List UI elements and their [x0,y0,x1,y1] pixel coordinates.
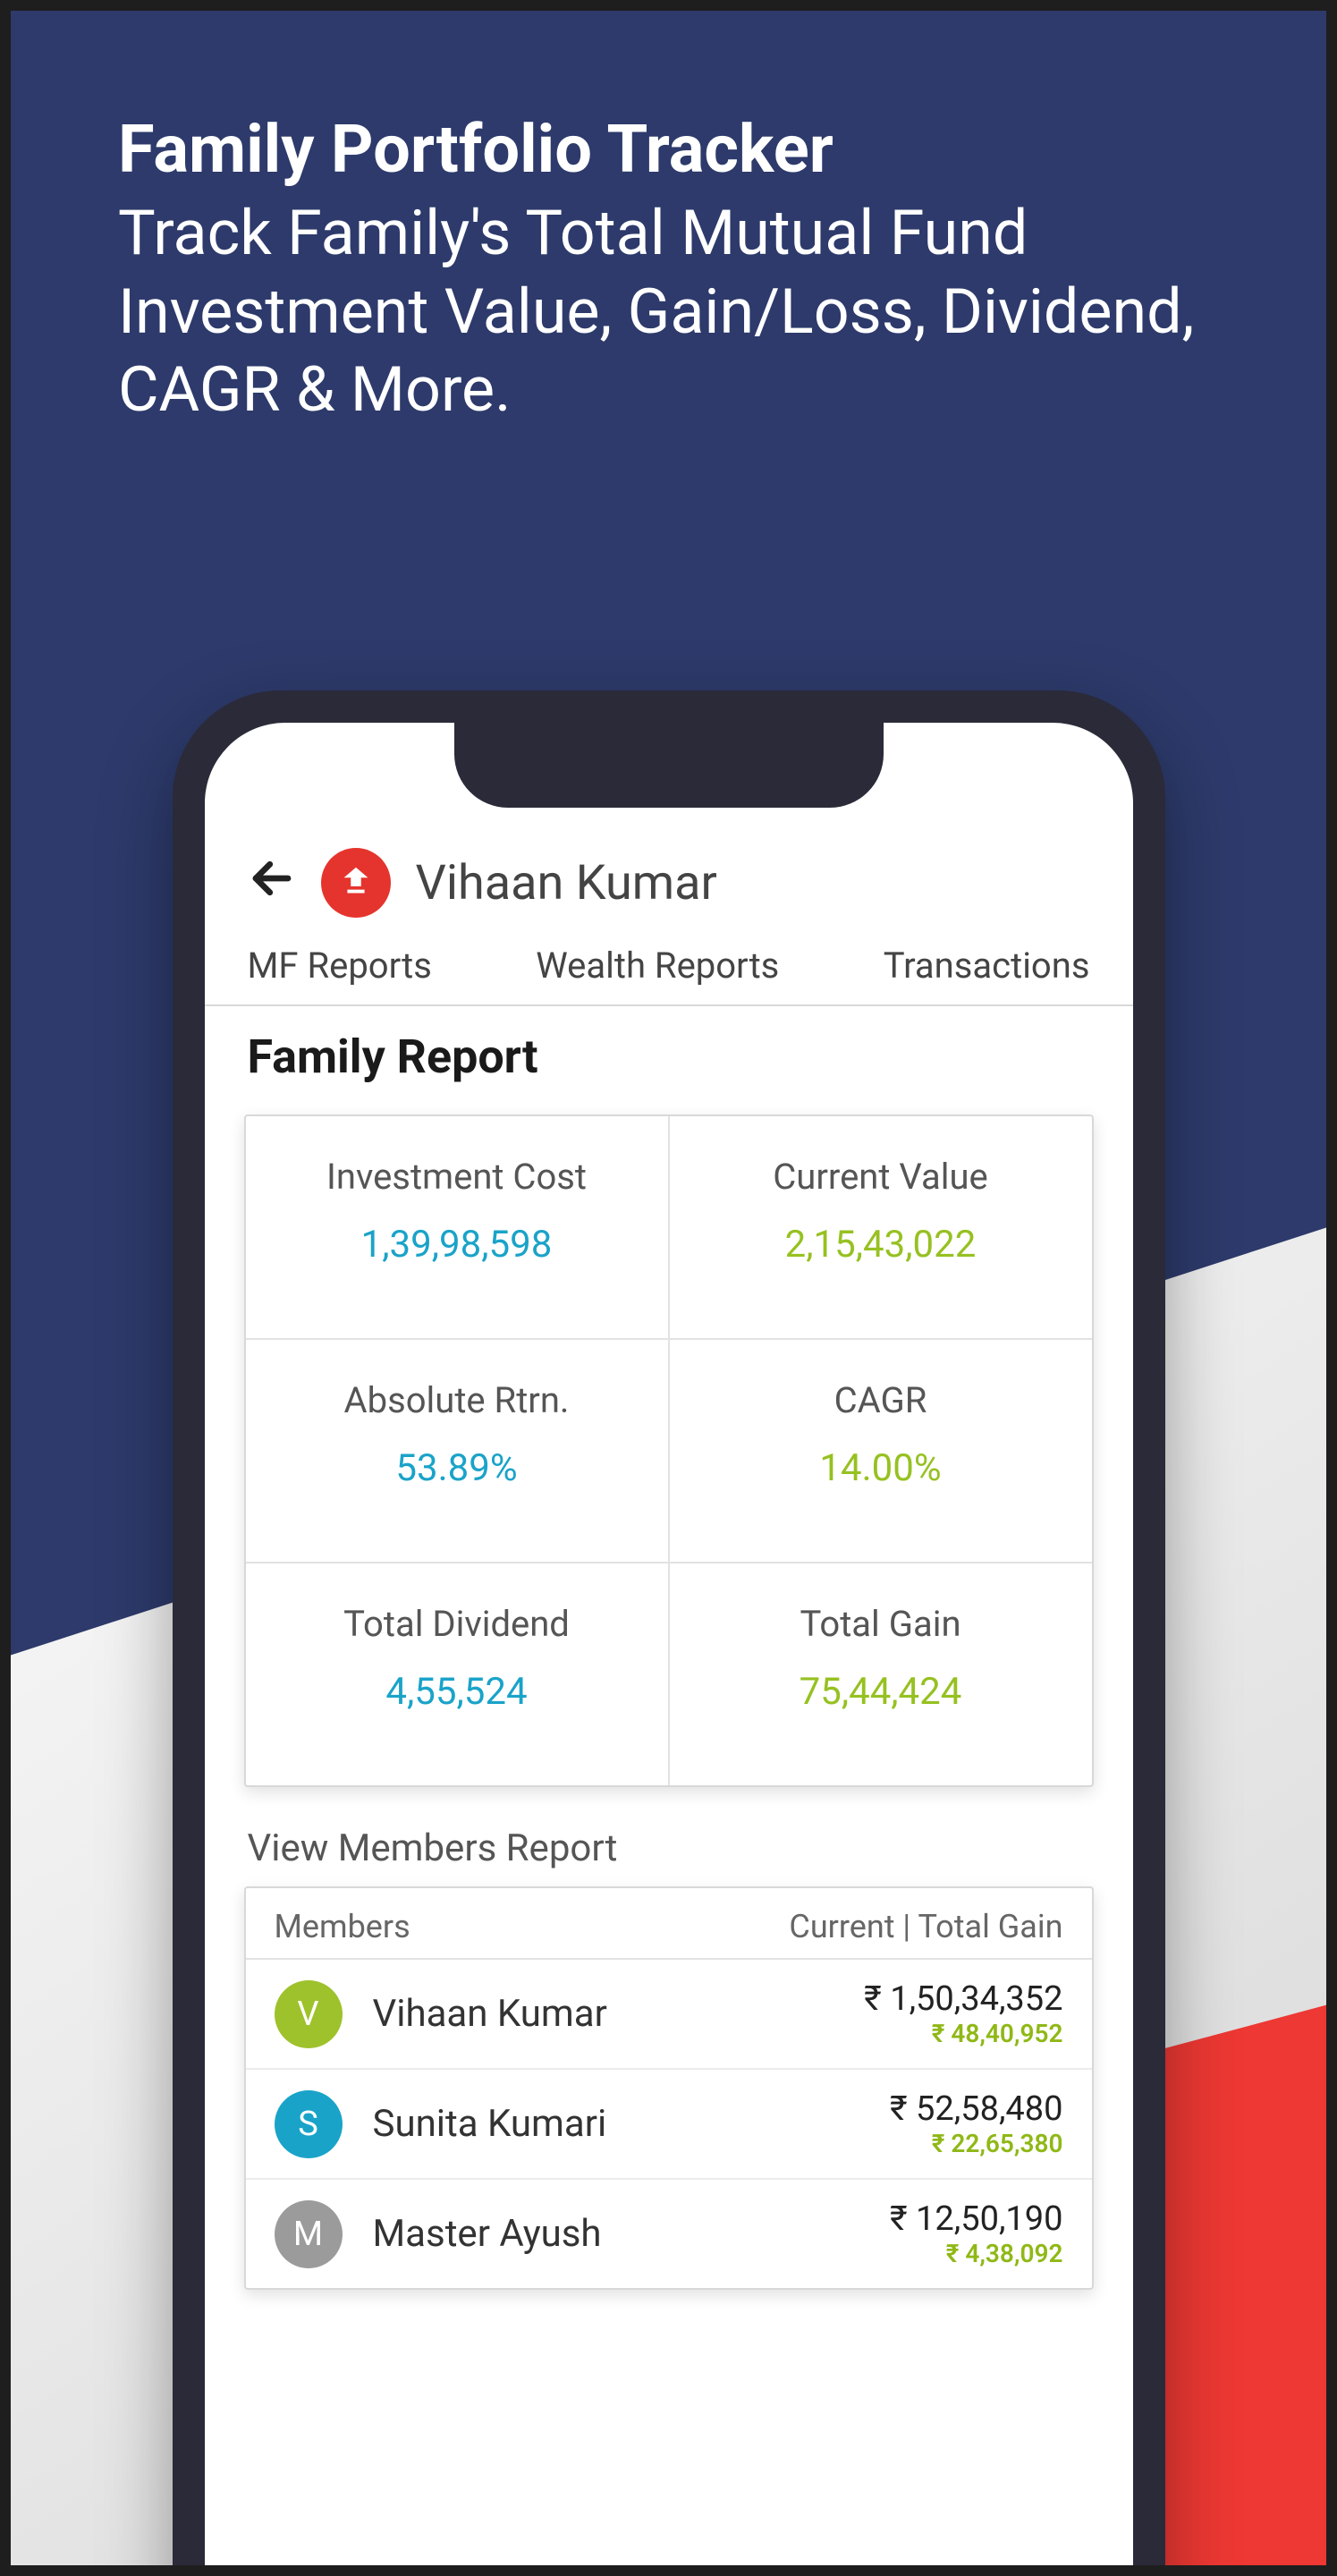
member-current: ₹ 52,58,480 [890,2089,1063,2129]
metric-cagr: CAGR 14.00% [668,1340,1092,1562]
avatar: V [275,1980,343,2048]
metric-total-gain: Total Gain 75,44,424 [668,1563,1092,1785]
metrics-card: Investment Cost 1,39,98,598 Current Valu… [244,1114,1094,1787]
section-title: Family Report [205,1006,1133,1114]
member-values: ₹ 12,50,190₹ 4,38,092 [890,2199,1063,2268]
metric-label: Current Value [679,1156,1083,1198]
metric-label: CAGR [679,1379,1083,1421]
members-section-title: View Members Report [205,1787,1133,1886]
tab-row: MF Reports Wealth Reports Transactions [205,945,1133,1006]
member-gain: ₹ 4,38,092 [890,2239,1063,2268]
member-current: ₹ 12,50,190 [890,2199,1063,2239]
metric-label: Investment Cost [255,1156,659,1198]
member-values: ₹ 1,50,34,352₹ 48,40,952 [864,1979,1062,2048]
phone-notch [454,723,884,808]
tab-wealth-reports[interactable]: Wealth Reports [536,945,779,987]
member-row[interactable]: V Vihaan Kumar₹ 1,50,34,352₹ 48,40,952 [246,1960,1092,2070]
member-gain: ₹ 48,40,952 [864,2019,1062,2048]
promo-background: Family Portfolio Tracker Track Family's … [11,11,1326,2565]
metric-total-dividend: Total Dividend 4,55,524 [246,1563,668,1785]
members-header: Members Current | Total Gain [246,1888,1092,1960]
metric-value: 2,15,43,022 [679,1223,1083,1267]
user-name: Vihaan Kumar [416,855,717,911]
metric-value: 4,55,524 [255,1670,659,1714]
app-logo-icon [321,848,391,918]
headline-title: Family Portfolio Tracker [118,114,1219,186]
app-screen: Vihaan Kumar MF Reports Wealth Reports T… [205,723,1133,2565]
headline-subtitle: Track Family's Total Mutual Fund Investm… [118,195,1219,430]
member-values: ₹ 52,58,480₹ 22,65,380 [890,2089,1063,2158]
metric-absolute-return: Absolute Rtrn. 53.89% [246,1340,668,1562]
member-gain: ₹ 22,65,380 [890,2129,1063,2158]
members-header-right: Current | Total Gain [789,1908,1062,1945]
metric-investment-cost: Investment Cost 1,39,98,598 [246,1116,668,1338]
tab-transactions[interactable]: Transactions [884,945,1090,987]
avatar: S [275,2090,343,2158]
member-name: Master Ayush [373,2212,890,2256]
metric-value: 14.00% [679,1446,1083,1490]
back-icon[interactable] [248,854,296,912]
metric-value: 75,44,424 [679,1670,1083,1714]
member-row[interactable]: M Master Ayush₹ 12,50,190₹ 4,38,092 [246,2180,1092,2288]
member-name: Vihaan Kumar [373,1992,865,2036]
members-card: Members Current | Total Gain V Vihaan Kum… [244,1886,1094,2290]
metric-current-value: Current Value 2,15,43,022 [668,1116,1092,1338]
members-header-left: Members [275,1908,410,1945]
member-row[interactable]: S Sunita Kumari₹ 52,58,480₹ 22,65,380 [246,2070,1092,2180]
metric-label: Total Dividend [255,1603,659,1645]
avatar: M [275,2200,343,2268]
headline: Family Portfolio Tracker Track Family's … [11,11,1326,430]
member-name: Sunita Kumari [373,2102,890,2146]
metric-value: 1,39,98,598 [255,1223,659,1267]
member-current: ₹ 1,50,34,352 [864,1979,1062,2019]
metric-label: Total Gain [679,1603,1083,1645]
metric-label: Absolute Rtrn. [255,1379,659,1421]
tab-mf-reports[interactable]: MF Reports [248,945,432,987]
metric-value: 53.89% [255,1446,659,1490]
phone-frame: Vihaan Kumar MF Reports Wealth Reports T… [173,691,1165,2565]
